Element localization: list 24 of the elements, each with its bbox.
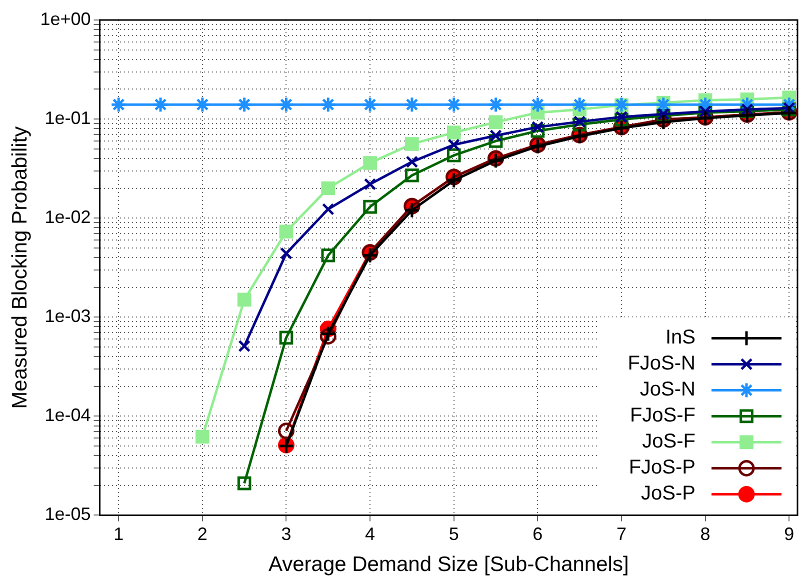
x-tick-label: 9 <box>784 524 794 544</box>
y-tick-label: 1e-04 <box>44 405 91 426</box>
legend-label: InS <box>665 326 696 349</box>
x-tick-label: 1 <box>114 524 124 544</box>
x-tick-label: 8 <box>700 524 710 544</box>
x-tick-label: 2 <box>197 524 208 544</box>
legend-label: JoS-P <box>641 482 696 505</box>
y-tick-label: 1e-01 <box>44 108 91 128</box>
x-tick-label: 7 <box>616 524 626 544</box>
legend-label: FJoS-P <box>628 456 696 479</box>
x-tick-label: 5 <box>448 524 459 544</box>
x-tick-label: 4 <box>365 524 376 544</box>
legend-label: FJoS-N <box>628 352 696 375</box>
y-tick-label: 1e+00 <box>40 8 91 29</box>
legend-label: JoS-F <box>642 430 696 453</box>
legend-label: JoS-N <box>640 378 696 401</box>
y-tick-label: 1e-02 <box>44 207 91 228</box>
x-tick-label: 6 <box>532 524 543 544</box>
x-axis-title: Average Demand Size [Sub-Channels] <box>268 553 629 576</box>
legend-label: FJoS-F <box>630 404 696 427</box>
y-tick-label: 1e-05 <box>44 504 91 524</box>
y-axis-title: Measured Blocking Probability <box>8 126 32 409</box>
x-tick-label: 3 <box>281 524 292 544</box>
y-tick-label: 1e-03 <box>44 306 91 326</box>
